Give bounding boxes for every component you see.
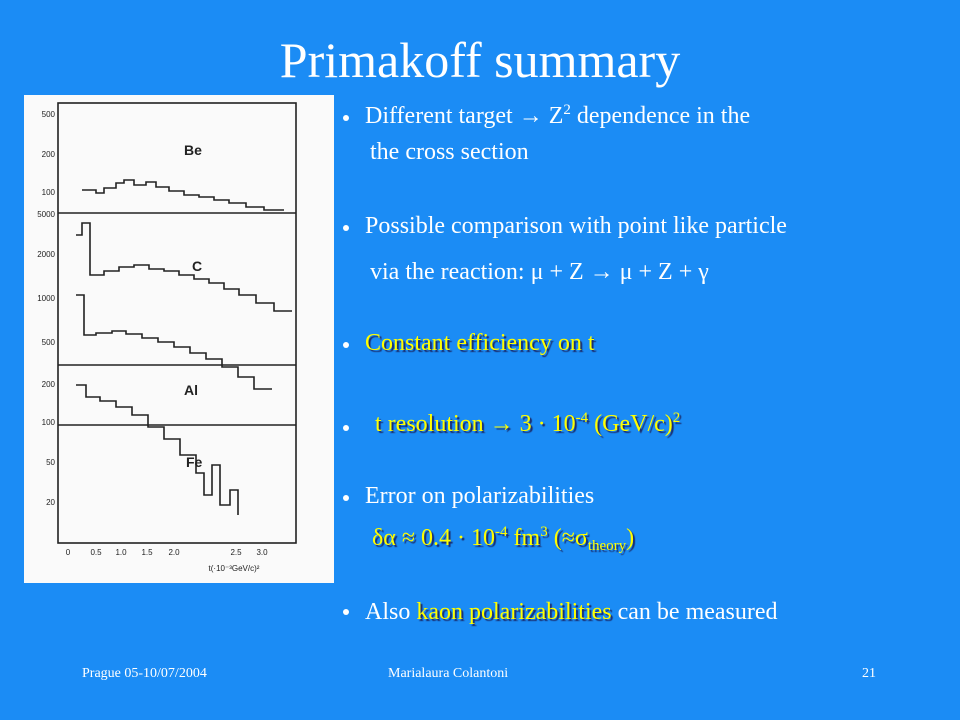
- x-tick-label: 2.5: [230, 548, 242, 557]
- slide-title: Primakoff summary: [279, 32, 681, 88]
- superscript: 2: [672, 410, 681, 426]
- highlight-text: δα ≈ 0.4 · 10: [372, 525, 496, 551]
- bullet-line: via the reaction: μ + Z → μ + Z + γ: [370, 258, 709, 286]
- text: Possible comparison with point like part…: [365, 213, 787, 239]
- bullet-dot: [343, 425, 349, 431]
- y-tick-label: 2000: [37, 250, 55, 259]
- bullet-dot: [343, 115, 349, 121]
- y-tick-label: 200: [42, 380, 56, 389]
- y-tick-label: 20: [46, 498, 55, 507]
- x-axis-label: t(·10⁻³GeV/c)²: [209, 564, 260, 573]
- x-tick-labels: 0 0.5 1.0 1.5 2.0 2.5 3.0: [66, 548, 268, 557]
- highlight-text: kaon polarizabilities: [416, 599, 612, 625]
- x-tick-label: 2.0: [168, 548, 180, 557]
- y-tick-label: 500: [42, 338, 56, 347]
- x-tick-label: 0.5: [90, 548, 102, 557]
- y-tick-label: 100: [42, 188, 56, 197]
- y-tick-label: 5000: [37, 210, 55, 219]
- text: Different target → Z: [365, 103, 564, 129]
- footer-center: Marialaura Colantoni: [388, 666, 509, 681]
- panel-label: C: [192, 258, 202, 274]
- highlight-text: (≈σ: [547, 525, 588, 551]
- y-tick-labels: 500 200 100 5000 2000 1000 500 200 100 5…: [37, 110, 55, 507]
- superscript: -4: [495, 524, 508, 540]
- highlight-text: fm: [507, 525, 541, 551]
- bullet-line: the cross section: [370, 138, 529, 166]
- text: the cross section: [370, 139, 529, 165]
- plot-background: [24, 95, 334, 583]
- y-tick-label: 1000: [37, 294, 55, 303]
- panel-label: Be: [184, 142, 202, 158]
- highlight-text: ): [626, 525, 635, 551]
- text: can be measured: [611, 599, 778, 625]
- text: via the reaction: μ + Z → μ + Z + γ: [370, 259, 709, 285]
- superscript: 3: [540, 524, 548, 540]
- bullet-line: Also kaon polarizabilities can be measur…: [365, 598, 778, 626]
- superscript: 2: [563, 102, 571, 118]
- footer-left: Prague 05-10/07/2004: [82, 666, 207, 681]
- text: Also: [365, 599, 417, 625]
- highlight-text: t resolution → 3 · 10: [375, 411, 576, 437]
- x-tick-label: 1.0: [115, 548, 127, 557]
- highlight-text: Constant efficiency on t: [365, 330, 595, 356]
- bullet-line: t resolution → 3 · 10-4 (GeV/c)2: [375, 410, 680, 438]
- y-tick-label: 50: [46, 458, 55, 467]
- y-tick-label: 100: [42, 418, 56, 427]
- bullet-line: Error on polarizabilities: [365, 482, 594, 510]
- bullet-line: Different target → Z2 dependence in the: [365, 102, 750, 130]
- bullet-dot: [343, 495, 349, 501]
- text: dependence in the: [570, 103, 751, 129]
- text: Error on polarizabilities: [365, 483, 595, 509]
- subscript: theory: [587, 538, 627, 554]
- plot-image: Be C Al Fe 500 200 100 5000 2000 1000 50…: [24, 95, 334, 583]
- y-tick-label: 200: [42, 150, 56, 159]
- bullet-dot: [343, 225, 349, 231]
- x-tick-label: 3.0: [256, 548, 268, 557]
- panel-label: Al: [184, 382, 198, 398]
- x-tick-label: 1.5: [141, 548, 153, 557]
- bullet-line: Possible comparison with point like part…: [365, 212, 787, 240]
- plot-lines: [57, 102, 297, 544]
- y-tick-label: 500: [42, 110, 56, 119]
- bullet-dot: [343, 609, 349, 615]
- bullet-line: Constant efficiency on t: [365, 329, 595, 357]
- superscript: -4: [575, 410, 589, 426]
- bullet-dot: [343, 342, 349, 348]
- highlight-text: (GeV/c): [588, 411, 673, 437]
- footer-right: 21: [862, 666, 876, 681]
- panel-label: Fe: [186, 454, 203, 470]
- x-tick-label: 0: [66, 548, 71, 557]
- bullet-line: δα ≈ 0.4 · 10-4 fm3 (≈σtheory): [372, 524, 635, 554]
